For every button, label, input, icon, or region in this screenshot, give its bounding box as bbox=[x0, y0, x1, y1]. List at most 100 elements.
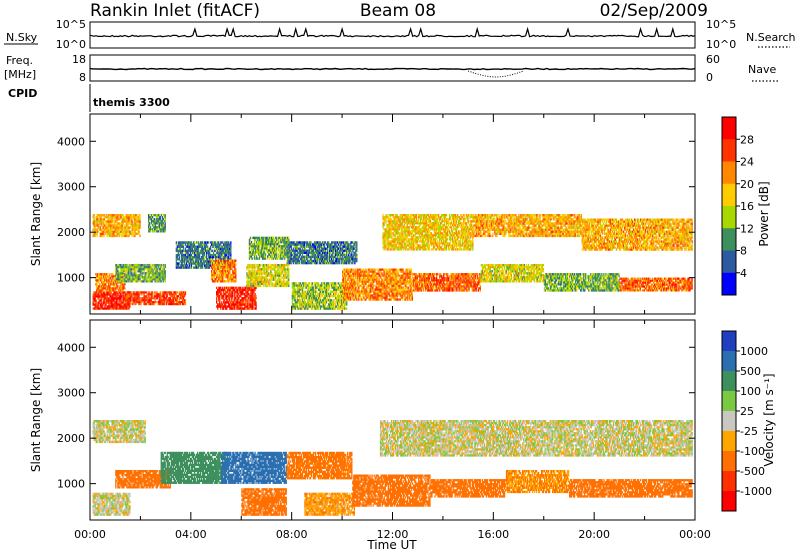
data-cell bbox=[356, 248, 357, 250]
data-cell bbox=[308, 293, 309, 295]
data-cell bbox=[317, 260, 318, 262]
data-cell bbox=[254, 264, 255, 266]
data-cell bbox=[184, 295, 185, 297]
data-cell bbox=[107, 273, 108, 275]
data-cell bbox=[191, 254, 192, 256]
data-cell bbox=[96, 299, 97, 301]
data-cell bbox=[198, 248, 199, 250]
data-cell bbox=[120, 276, 121, 278]
data-cell bbox=[150, 230, 151, 232]
data-cell bbox=[264, 251, 265, 253]
data-cell bbox=[324, 245, 325, 247]
data-cell bbox=[346, 301, 347, 303]
data-cell bbox=[270, 270, 271, 272]
data-cell bbox=[146, 274, 147, 276]
data-cell bbox=[316, 291, 317, 293]
data-cell bbox=[271, 245, 272, 247]
data-cell bbox=[144, 268, 145, 270]
data-cell bbox=[141, 266, 142, 268]
data-cell bbox=[259, 245, 260, 247]
data-cell bbox=[303, 305, 304, 307]
data-cell bbox=[183, 246, 184, 248]
data-cell bbox=[340, 245, 341, 247]
data-cell bbox=[235, 272, 236, 274]
data-cell bbox=[161, 297, 162, 299]
data-cell bbox=[255, 297, 256, 299]
data-cell bbox=[273, 257, 274, 259]
data-cell bbox=[206, 254, 207, 256]
nsky-tick-bottom-left: 10^0 bbox=[56, 38, 86, 51]
data-cell bbox=[124, 283, 125, 285]
data-cell bbox=[176, 241, 177, 243]
data-cell bbox=[112, 277, 113, 279]
data-cell bbox=[110, 277, 111, 279]
data-cell bbox=[144, 301, 145, 303]
data-cell bbox=[321, 286, 322, 288]
data-cell bbox=[122, 276, 123, 278]
data-cell bbox=[148, 220, 149, 222]
data-cell bbox=[157, 228, 158, 230]
data-cell bbox=[116, 305, 117, 307]
data-cell bbox=[143, 280, 144, 282]
data-cell bbox=[135, 303, 136, 305]
data-cell bbox=[318, 307, 319, 309]
data-cell bbox=[223, 295, 224, 297]
data-cell bbox=[130, 291, 131, 293]
data-cell bbox=[321, 245, 322, 247]
data-cell bbox=[126, 305, 127, 307]
data-cell bbox=[101, 301, 102, 303]
data-cell bbox=[322, 295, 323, 297]
data-cell bbox=[316, 297, 317, 299]
data-cell bbox=[116, 264, 117, 266]
data-cell bbox=[288, 270, 289, 272]
data-cell bbox=[118, 301, 119, 303]
data-cell bbox=[355, 252, 356, 254]
data-cell bbox=[160, 216, 161, 218]
data-cell bbox=[165, 266, 166, 268]
data-cell bbox=[154, 297, 155, 299]
data-cell bbox=[198, 250, 199, 252]
data-cell bbox=[106, 303, 107, 305]
data-cell bbox=[146, 291, 147, 293]
data-cell bbox=[244, 307, 245, 309]
data-cell bbox=[116, 295, 117, 297]
data-cell bbox=[117, 293, 118, 295]
data-cell bbox=[96, 283, 97, 285]
data-cell bbox=[120, 299, 121, 301]
data-cell bbox=[305, 301, 306, 303]
data-cell bbox=[319, 303, 320, 305]
data-cell bbox=[335, 282, 336, 284]
power-data bbox=[93, 214, 693, 310]
data-cell bbox=[325, 303, 326, 305]
data-cell bbox=[97, 235, 98, 237]
freq-panel: Freq. [MHz] 18 8 60 0 Nave bbox=[4, 53, 778, 84]
data-cell bbox=[188, 260, 189, 262]
data-cell bbox=[267, 245, 268, 247]
data-cell bbox=[230, 243, 231, 245]
data-cell bbox=[240, 287, 241, 289]
data-cell bbox=[98, 226, 99, 228]
data-cell bbox=[124, 224, 125, 226]
data-cell bbox=[356, 254, 357, 256]
cpid-value: themis 3300 bbox=[93, 96, 170, 109]
data-cell bbox=[139, 216, 140, 218]
data-cell bbox=[243, 301, 244, 303]
data-cell bbox=[306, 286, 307, 288]
data-cell bbox=[221, 301, 222, 303]
data-cell bbox=[149, 224, 150, 226]
data-cell bbox=[95, 235, 96, 237]
data-cell bbox=[124, 287, 125, 289]
data-cell bbox=[276, 251, 277, 253]
date-label: 02/Sep/2009 bbox=[600, 1, 708, 21]
data-cell bbox=[266, 276, 267, 278]
data-cell bbox=[317, 286, 318, 288]
data-cell bbox=[288, 268, 289, 270]
data-cell bbox=[183, 243, 184, 245]
data-cell bbox=[120, 264, 121, 266]
data-cell bbox=[331, 299, 332, 301]
data-cell bbox=[269, 257, 270, 259]
data-cell bbox=[343, 279, 344, 281]
data-cell bbox=[99, 301, 100, 303]
data-cell bbox=[165, 230, 166, 232]
data-cell bbox=[236, 287, 237, 289]
